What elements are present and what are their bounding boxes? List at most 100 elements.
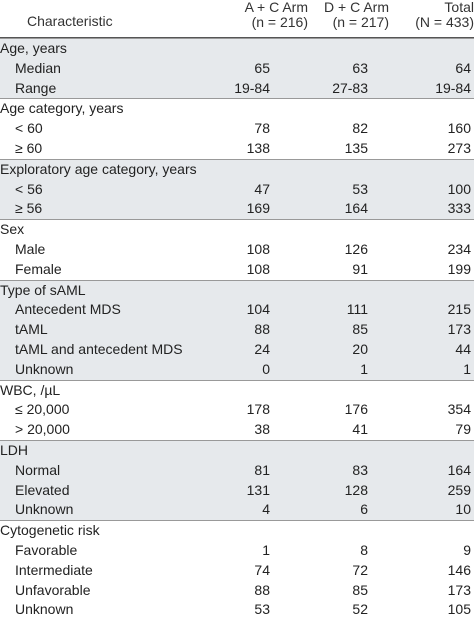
table-row: ≤ 20,000 178 176 354 <box>0 400 474 420</box>
cell-total: 1 <box>463 360 471 377</box>
table-row: < 60 78 82 160 <box>0 119 474 139</box>
cell-arm-a: 53 <box>254 601 270 618</box>
cell-arm-d: 8 <box>360 541 368 558</box>
cell-total: 215 <box>447 301 471 318</box>
cell-total: 173 <box>447 581 471 598</box>
table-body: Age, years Median 65 63 64 Range 19-84 27-83 19-… <box>0 38 474 620</box>
table-row: Range 19-84 27-83 19-84 <box>0 78 474 99</box>
cell-arm-d: 164 <box>344 200 368 217</box>
cell-arm-d: 85 <box>352 321 368 338</box>
cell-arm-a: 169 <box>246 200 270 217</box>
cell-arm-d: 41 <box>352 421 368 438</box>
table-row: ≥ 56 169 164 333 <box>0 199 474 220</box>
cell-arm-d: 85 <box>352 581 368 598</box>
cell-arm-d: 72 <box>352 561 368 578</box>
cell-arm-a: 47 <box>254 180 270 197</box>
section-header-row: Age category, years <box>0 99 474 119</box>
section-header-row: Sex <box>0 220 474 240</box>
header-arm-d-n: (n = 217) <box>332 14 389 30</box>
row-label: Median <box>15 59 61 76</box>
cell-total: 44 <box>455 340 471 357</box>
section-title: Age, years <box>0 40 67 56</box>
cell-total: 173 <box>447 321 471 338</box>
cell-arm-a: 104 <box>246 301 270 318</box>
cell-arm-a: 19-84 <box>234 79 270 96</box>
table-row: tAML 88 85 173 <box>0 320 474 340</box>
cell-total: 273 <box>447 139 471 156</box>
header-total: Total (N = 433) <box>388 0 474 30</box>
table-header: Characteristic A + C Arm (n = 216) D + C… <box>0 0 474 38</box>
section-header-row: Type of sAML <box>0 280 474 301</box>
table-row: > 20,000 38 41 79 <box>0 420 474 440</box>
row-group: Age category, years < 60 78 82 160 ≥ 60 138 135… <box>0 98 474 158</box>
section-header-row: Exploratory age category, years <box>0 159 474 180</box>
cell-arm-a: 4 <box>262 501 270 518</box>
header-total-name: Total <box>444 0 474 15</box>
table-row: Median 65 63 64 <box>0 58 474 79</box>
section-header-row: LDH <box>0 440 474 461</box>
table-row: Female 108 91 199 <box>0 260 474 280</box>
cell-arm-a: 108 <box>246 240 270 257</box>
cell-arm-a: 74 <box>254 561 270 578</box>
cell-total: 333 <box>447 200 471 217</box>
cell-total: 146 <box>447 561 471 578</box>
table-row: Antecedent MDS 104 111 215 <box>0 300 474 321</box>
cell-arm-a: 131 <box>246 481 270 498</box>
cell-total: 79 <box>455 421 471 438</box>
cell-arm-d: 27-83 <box>332 79 368 96</box>
row-group: WBC, /µL ≤ 20,000 178 176 354 > 20,000 38 41 79 <box>0 379 474 440</box>
row-group: Type of sAML Antecedent MDS 104 111 215 tAML 8… <box>0 279 474 380</box>
table-row: Unfavorable 88 85 173 <box>0 581 474 601</box>
cell-arm-a: 178 <box>246 401 270 418</box>
row-group: LDH Normal 81 83 164 Elevated 131 128 259 Unknown… <box>0 439 474 521</box>
table-row: Normal 81 83 164 <box>0 460 474 481</box>
cell-arm-a: 88 <box>254 581 270 598</box>
table-row: < 56 47 53 100 <box>0 179 474 200</box>
cell-arm-a: 108 <box>246 260 270 277</box>
row-label: < 56 <box>15 180 43 197</box>
cell-arm-d: 1 <box>360 360 368 377</box>
cell-total: 100 <box>447 180 471 197</box>
table-row: tAML and antecedent MDS 24 20 44 <box>0 339 474 360</box>
table-row: Male 108 126 234 <box>0 240 474 260</box>
cell-arm-a: 38 <box>254 421 270 438</box>
cell-total: 234 <box>447 240 471 257</box>
cell-arm-a: 88 <box>254 321 270 338</box>
cell-arm-a: 1 <box>262 541 270 558</box>
row-label: tAML <box>15 321 48 338</box>
header-characteristic: Characteristic <box>27 13 113 29</box>
row-label: Female <box>15 260 62 277</box>
table-row: Unknown 0 1 1 <box>0 359 474 380</box>
row-label: Normal <box>15 461 61 478</box>
row-label: < 60 <box>15 120 43 137</box>
header-total-n: (N = 433) <box>415 14 474 30</box>
section-header-row: Age, years <box>0 39 474 59</box>
cell-arm-a: 78 <box>254 120 270 137</box>
row-label: Intermediate <box>15 561 93 578</box>
section-title: Sex <box>0 221 25 238</box>
row-label: ≤ 20,000 <box>15 401 70 418</box>
cell-arm-d: 52 <box>352 601 368 618</box>
cell-arm-d: 83 <box>352 461 368 478</box>
row-label: Elevated <box>15 481 70 498</box>
cell-total: 160 <box>447 120 471 137</box>
header-arm-a-name: A + C Arm <box>244 0 308 15</box>
table-row: Unknown 4 6 10 <box>0 500 474 521</box>
cell-total: 259 <box>447 481 471 498</box>
table-row: Elevated 131 128 259 <box>0 480 474 501</box>
cell-arm-d: 91 <box>352 260 368 277</box>
row-group: Age, years Median 65 63 64 Range 19-84 27-83 19-… <box>0 38 474 99</box>
row-label: Antecedent MDS <box>15 301 121 318</box>
row-label: tAML and antecedent MDS <box>15 340 183 357</box>
row-label: Unfavorable <box>15 581 91 598</box>
cell-arm-a: 65 <box>254 59 270 76</box>
cell-total: 105 <box>447 601 471 618</box>
header-arm-d: D + C Arm (n = 217) <box>314 0 389 30</box>
cell-total: 354 <box>447 401 471 418</box>
cell-total: 164 <box>447 461 471 478</box>
cell-arm-d: 128 <box>344 481 368 498</box>
row-label: ≥ 56 <box>15 200 43 217</box>
row-label: Male <box>15 240 46 257</box>
cell-arm-d: 6 <box>360 501 368 518</box>
section-header-row: WBC, /µL <box>0 381 474 401</box>
